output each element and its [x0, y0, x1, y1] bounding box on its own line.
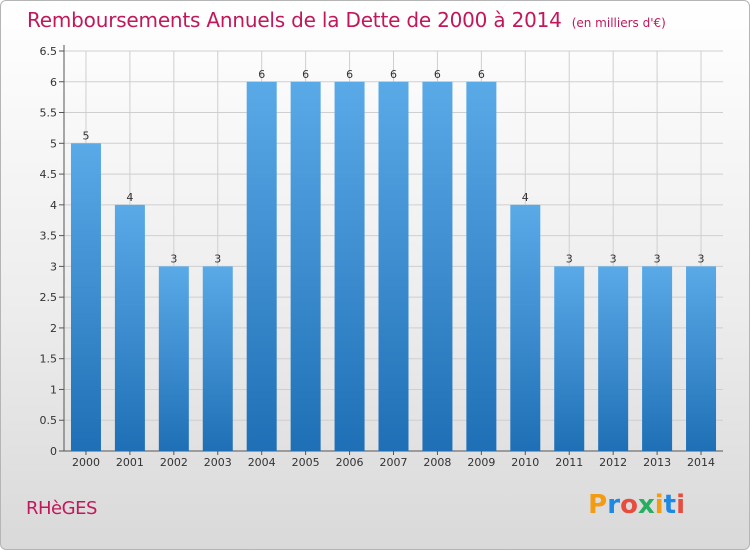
proxiti-logo: Proxiti [588, 490, 685, 520]
y-tick-label: 5 [50, 137, 57, 150]
bar-2007 [378, 81, 409, 452]
data-label: 6 [302, 68, 309, 81]
x-tick-label: 2013 [643, 456, 671, 469]
bar-2010 [510, 204, 541, 451]
y-tick-label: 3 [50, 260, 57, 273]
x-tick-label: 2006 [336, 456, 364, 469]
bar-2014 [686, 266, 717, 451]
y-tick-label: 0 [50, 445, 57, 458]
bar-2009 [466, 81, 497, 452]
y-tick-label: 1.5 [40, 353, 58, 366]
x-tick-label: 2010 [511, 456, 539, 469]
data-label: 4 [126, 191, 133, 204]
x-tick-label: 2005 [292, 456, 320, 469]
y-tick-label: 4 [50, 199, 57, 212]
data-label: 3 [610, 252, 617, 265]
x-tick-label: 2003 [204, 456, 232, 469]
x-tick-label: 2001 [116, 456, 144, 469]
bar-2001 [114, 204, 145, 451]
x-tick-label: 2009 [467, 456, 495, 469]
x-tick-label: 2002 [160, 456, 188, 469]
bar-2011 [554, 266, 585, 451]
y-tick-label: 4.5 [40, 168, 58, 181]
y-tick-label: 2.5 [40, 291, 58, 304]
x-tick-label: 2012 [599, 456, 627, 469]
x-tick-label: 2000 [72, 456, 100, 469]
data-label: 6 [478, 68, 485, 81]
chart-unit: (en milliers d'€) [571, 16, 666, 30]
y-tick-label: 0.5 [40, 414, 58, 427]
x-tick-label: 2004 [248, 456, 276, 469]
title-row: Remboursements Annuels de la Dette de 20… [27, 8, 666, 32]
x-tick-label: 2008 [423, 456, 451, 469]
bar-2002 [158, 266, 189, 451]
bar-2008 [422, 81, 453, 452]
data-label: 3 [698, 252, 705, 265]
bar-2000 [70, 143, 101, 452]
data-label: 6 [346, 68, 353, 81]
data-label: 6 [434, 68, 441, 81]
commune-name: RHèGES [26, 498, 97, 519]
data-label: 3 [170, 252, 177, 265]
data-label: 5 [82, 129, 89, 142]
y-tick-label: 3.5 [40, 230, 58, 243]
y-tick-label: 5.5 [40, 107, 58, 120]
bar-2006 [334, 81, 365, 452]
chart-title: Remboursements Annuels de la Dette de 20… [27, 8, 562, 32]
bars [70, 81, 717, 452]
data-label: 3 [654, 252, 661, 265]
data-labels: 5 2000 4 2001 3 2002 3 2003 6 2004 6 2005 6 2006 6 2007… [72, 68, 715, 469]
bar-2005 [290, 81, 321, 452]
y-tick-label: 2 [50, 322, 57, 335]
x-tick-label: 2011 [555, 456, 583, 469]
y-tick-label: 1 [50, 383, 57, 396]
data-label: 4 [522, 191, 529, 204]
y-tick-label: 6 [50, 76, 57, 89]
data-label: 6 [258, 68, 265, 81]
x-tick-label: 2014 [687, 456, 715, 469]
x-tick-label: 2007 [380, 456, 408, 469]
bar-2013 [642, 266, 673, 451]
bar-2003 [202, 266, 233, 451]
bar-2004 [246, 81, 277, 452]
data-label: 6 [390, 68, 397, 81]
y-tick-label: 6.5 [40, 45, 58, 58]
data-label: 3 [566, 252, 573, 265]
data-label: 3 [214, 252, 221, 265]
bar-2012 [598, 266, 629, 451]
